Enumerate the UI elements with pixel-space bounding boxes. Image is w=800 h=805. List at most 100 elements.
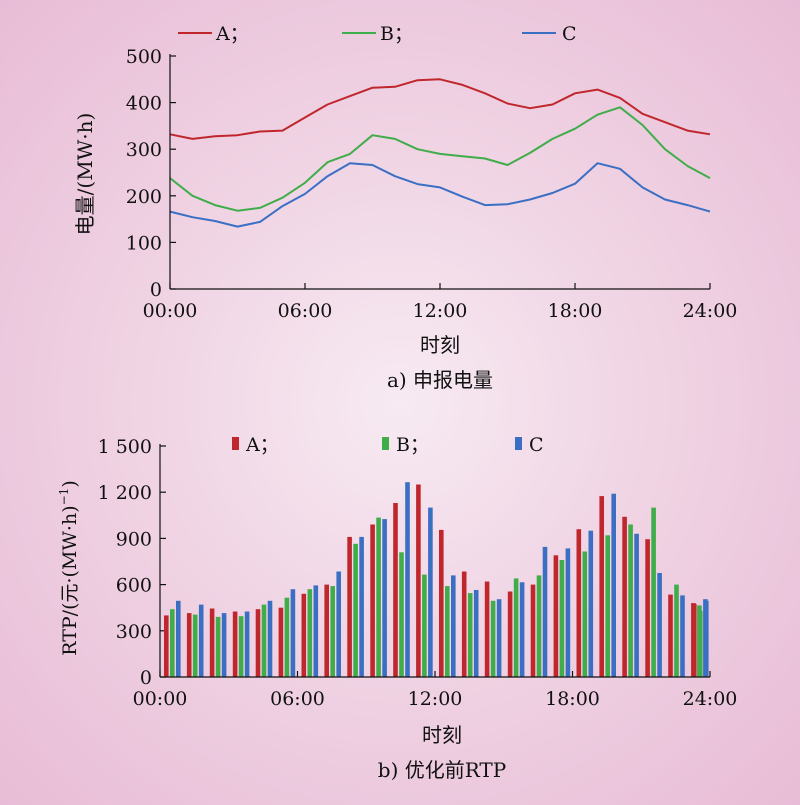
bar-a — [186, 613, 192, 677]
bar-a — [622, 516, 627, 677]
bar-a — [393, 503, 398, 677]
y-tick-label: 300 — [116, 621, 152, 643]
y-axis-ticks: 0 100 200 300 400 500 — [126, 46, 176, 301]
bar-c — [634, 533, 639, 677]
legend-label-b: B； — [396, 434, 429, 456]
legend-label-c: C — [562, 23, 577, 45]
bar-a — [416, 484, 421, 677]
bar-c — [405, 482, 410, 677]
bar-c — [611, 493, 616, 677]
bar-b — [559, 560, 565, 677]
bar-a — [255, 609, 261, 677]
bar-c — [198, 604, 204, 677]
bar-a — [599, 496, 604, 677]
y-tick-label: 200 — [126, 186, 162, 208]
bar-c — [382, 519, 387, 677]
bar-a — [301, 593, 307, 677]
bar-b — [467, 593, 473, 677]
bar-b — [698, 610, 703, 677]
bar-b — [513, 578, 519, 677]
bar-b — [215, 616, 221, 677]
legend-swatch-c — [515, 437, 522, 450]
x-tick-label: 18:00 — [545, 688, 600, 710]
bar-b — [376, 517, 381, 677]
bar-a — [461, 571, 467, 677]
legend-swatch-a — [232, 437, 239, 450]
bar-a — [209, 608, 215, 677]
bar-a — [439, 529, 444, 677]
x-tick-label: 18:00 — [548, 300, 603, 322]
plot-bars — [164, 482, 709, 677]
bar-b — [353, 543, 358, 677]
legend: A； B； C — [232, 434, 544, 456]
x-tick-label: 00:00 — [133, 688, 188, 710]
bar-c — [680, 595, 685, 677]
x-axis-label: 时刻 — [420, 333, 460, 357]
bar-b — [307, 589, 313, 677]
bar-a — [645, 539, 650, 677]
x-tick-label: 24:00 — [683, 300, 738, 322]
series-line-b — [169, 106, 711, 212]
bar-a — [668, 594, 673, 677]
bar-b — [330, 586, 335, 677]
y-axis-label: 电量/(MW·h) — [73, 113, 97, 236]
bar-c — [588, 530, 594, 677]
bar-b — [651, 507, 656, 677]
y-tick-label: 0 — [150, 279, 162, 301]
x-tick-label: 06:00 — [278, 300, 333, 322]
chart-caption: a) 申报电量 — [387, 368, 493, 392]
bar-a — [484, 581, 490, 677]
bar-a — [553, 555, 559, 677]
bar-c — [176, 600, 181, 677]
legend: A； B； C — [178, 23, 577, 45]
x-tick-label: 12:00 — [413, 300, 468, 322]
bar-a — [576, 529, 582, 677]
bar-b — [605, 535, 610, 677]
x-tick-label: 12:00 — [408, 688, 463, 710]
y-tick-label: 1 500 — [98, 436, 152, 458]
bar-b — [261, 604, 267, 677]
y-tick-label: 900 — [116, 528, 152, 550]
bar-c — [519, 582, 525, 677]
bar-a — [347, 536, 352, 677]
bar-b — [422, 574, 427, 677]
bar-c — [428, 507, 433, 677]
bar-c — [451, 575, 456, 677]
legend-swatch-b — [382, 437, 389, 450]
bar-c — [290, 589, 296, 677]
bar-b — [192, 614, 198, 677]
y-tick-label: 0 — [140, 667, 152, 689]
bar-b — [674, 584, 679, 677]
bar-c — [359, 536, 364, 677]
bar-c — [221, 613, 227, 677]
bar-a — [164, 615, 169, 677]
legend-label-a: A； — [245, 434, 279, 456]
y-tick-label: 1 200 — [98, 482, 152, 504]
bar-b — [445, 586, 450, 677]
bar-b — [628, 524, 633, 677]
bar-b — [399, 552, 404, 677]
bar-a — [507, 591, 513, 677]
chart-rtp-before-optimization: A； B； C 0 300 600 900 1 200 1 500 00:00 06:00 1… — [57, 434, 737, 782]
y-tick-label: 500 — [126, 46, 162, 68]
legend-label-c: C — [529, 434, 544, 456]
bar-b — [238, 616, 244, 677]
bar-c — [336, 571, 341, 677]
bar-c — [244, 611, 250, 677]
bar-a — [278, 607, 284, 677]
x-axis-label: 时刻 — [422, 723, 462, 747]
x-tick-label: 24:00 — [683, 688, 738, 710]
x-axis-ticks: 00:00 06:00 12:00 18:00 24:00 — [133, 671, 738, 710]
x-axis-ticks: 00:00 06:00 12:00 18:00 24:00 — [143, 283, 738, 322]
plot-lines — [169, 78, 711, 228]
bar-b — [490, 600, 496, 677]
bar-a — [232, 611, 238, 677]
bar-c — [704, 600, 709, 677]
chart-caption: b) 优化前RTP — [378, 758, 506, 782]
y-axis-label: RTP/(元·(MW·h)−1) — [57, 480, 81, 656]
y-axis-ticks: 0 300 600 900 1 200 1 500 — [98, 436, 166, 689]
legend-label-b: B； — [380, 23, 413, 45]
x-tick-label: 06:00 — [270, 688, 325, 710]
bar-c — [565, 548, 571, 677]
